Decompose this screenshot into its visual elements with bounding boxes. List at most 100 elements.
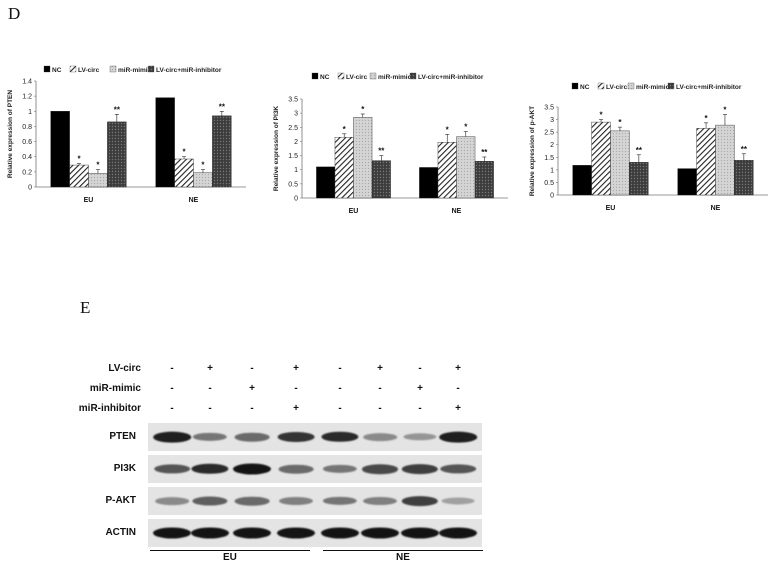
treatment-sign: +: [249, 383, 255, 394]
y-tick-label: 3.5: [288, 97, 298, 104]
protein-band: [153, 431, 191, 443]
treatment-label: miR-mimic: [89, 383, 141, 394]
protein-band: [191, 527, 229, 539]
significance-mark: *: [201, 161, 205, 170]
protein-band: [234, 496, 270, 506]
protein-band: [439, 431, 477, 443]
legend-marker: [311, 72, 319, 80]
bar-lv-circ-mir-inhibitor: [734, 160, 754, 196]
legend-label: LV-circ: [78, 67, 100, 74]
y-tick-label: 0: [550, 193, 554, 200]
bar-lv-circ-mir-inhibitor: [371, 160, 391, 199]
protein-band: [233, 527, 271, 539]
legend-marker: [369, 72, 377, 80]
y-tick-label: 3: [294, 111, 298, 118]
legend-marker: [147, 65, 155, 73]
bar-nc: [572, 165, 592, 196]
bar-lv-circ-mir-inhibitor: [629, 162, 649, 196]
pten-bar-chart: 0 0.2 0.4 0.6 0.8 1 1.2 1.4 Relative expression …: [0, 62, 250, 212]
treatment-sign: -: [250, 363, 254, 374]
significance-mark: *: [704, 114, 708, 123]
treatment-sign: +: [377, 363, 383, 374]
treatment-sign: -: [170, 403, 174, 414]
bar-nc: [155, 97, 175, 188]
y-tick-label: 0: [28, 185, 32, 192]
treatment-sign: -: [456, 383, 460, 394]
group-label-ne: NE: [396, 552, 410, 563]
significance-mark: **: [378, 147, 385, 156]
treatment-sign: -: [418, 363, 422, 374]
protein-band: [401, 464, 439, 474]
bar-lv-circ: [591, 121, 611, 196]
bar-mir-mimic: [193, 172, 213, 188]
y-tick-label: 0.2: [22, 169, 32, 176]
significance-mark: **: [219, 102, 226, 111]
y-tick-label: 2: [294, 139, 298, 146]
bar-lv-circ: [69, 164, 89, 188]
treatment-sign: -: [378, 403, 382, 414]
legend-marker: [43, 65, 51, 73]
treatment-sign: -: [208, 403, 212, 414]
protein-label: PTEN: [109, 431, 136, 442]
legend-label: NC: [580, 84, 590, 91]
group-line-eu: [150, 550, 310, 551]
protein-band: [363, 433, 397, 441]
treatment-sign: +: [417, 383, 423, 394]
legend-label: miR-mimic: [378, 74, 412, 81]
significance-mark: **: [114, 105, 121, 114]
treatment-sign: +: [455, 363, 461, 374]
legend-label: LV-circ: [606, 84, 628, 91]
treatment-sign: -: [338, 363, 342, 374]
protein-label: P-AKT: [105, 495, 136, 506]
treatment-sign: -: [338, 403, 342, 414]
y-tick-label: 2: [550, 142, 554, 149]
protein-band: [278, 464, 314, 474]
protein-label: ACTIN: [105, 527, 136, 538]
protein-band: [321, 527, 359, 539]
protein-band: [233, 463, 271, 475]
significance-mark: *: [361, 105, 365, 114]
protein-band: [439, 527, 477, 539]
y-tick-label: 3: [550, 117, 554, 124]
protein-band: [192, 432, 228, 442]
significance-mark: *: [723, 106, 727, 115]
x-category-label: EU: [606, 205, 616, 212]
x-category-label: NE: [711, 205, 721, 212]
legend-marker: [109, 65, 117, 73]
y-axis-label: Relative expression of PI3K: [273, 106, 280, 192]
legend-marker: [597, 82, 605, 90]
significance-mark: **: [481, 148, 488, 157]
protein-band: [401, 496, 439, 506]
bar-nc: [677, 168, 697, 196]
group-line-ne: [323, 550, 483, 551]
legend-marker: [409, 72, 417, 80]
bar-lv-circ-mir-inhibitor: [107, 121, 127, 188]
y-tick-label: 0.8: [22, 124, 32, 131]
blot-strip-pten: [148, 423, 482, 451]
protein-band: [403, 433, 437, 441]
significance-mark: **: [741, 145, 748, 154]
legend-label: LV-circ: [346, 74, 368, 81]
bar-lv-circ: [696, 128, 716, 196]
bar-mir-mimic: [353, 117, 373, 199]
bar-lv-circ: [174, 158, 194, 188]
treatment-sign: -: [208, 383, 212, 394]
y-tick-label: 1: [294, 167, 298, 174]
treatment-sign: -: [170, 363, 174, 374]
y-tick-label: 2.5: [544, 130, 554, 137]
treatment-sign: -: [418, 403, 422, 414]
protein-band: [279, 497, 313, 505]
treatment-sign: -: [250, 403, 254, 414]
protein-band: [440, 464, 476, 474]
panel-label-d: D: [8, 4, 21, 23]
treatment-sign: +: [293, 363, 299, 374]
protein-band: [401, 527, 439, 539]
blot-strip-actin: [148, 519, 482, 547]
bar-lv-circ-mir-inhibitor: [212, 115, 232, 188]
protein-band: [277, 431, 315, 443]
y-axis-label: Relative expression of p-AKT: [529, 106, 536, 196]
protein-band: [322, 496, 358, 506]
significance-mark: *: [464, 123, 468, 132]
legend-label: miR-mimic: [118, 67, 152, 74]
y-tick-label: 0.5: [544, 180, 554, 187]
